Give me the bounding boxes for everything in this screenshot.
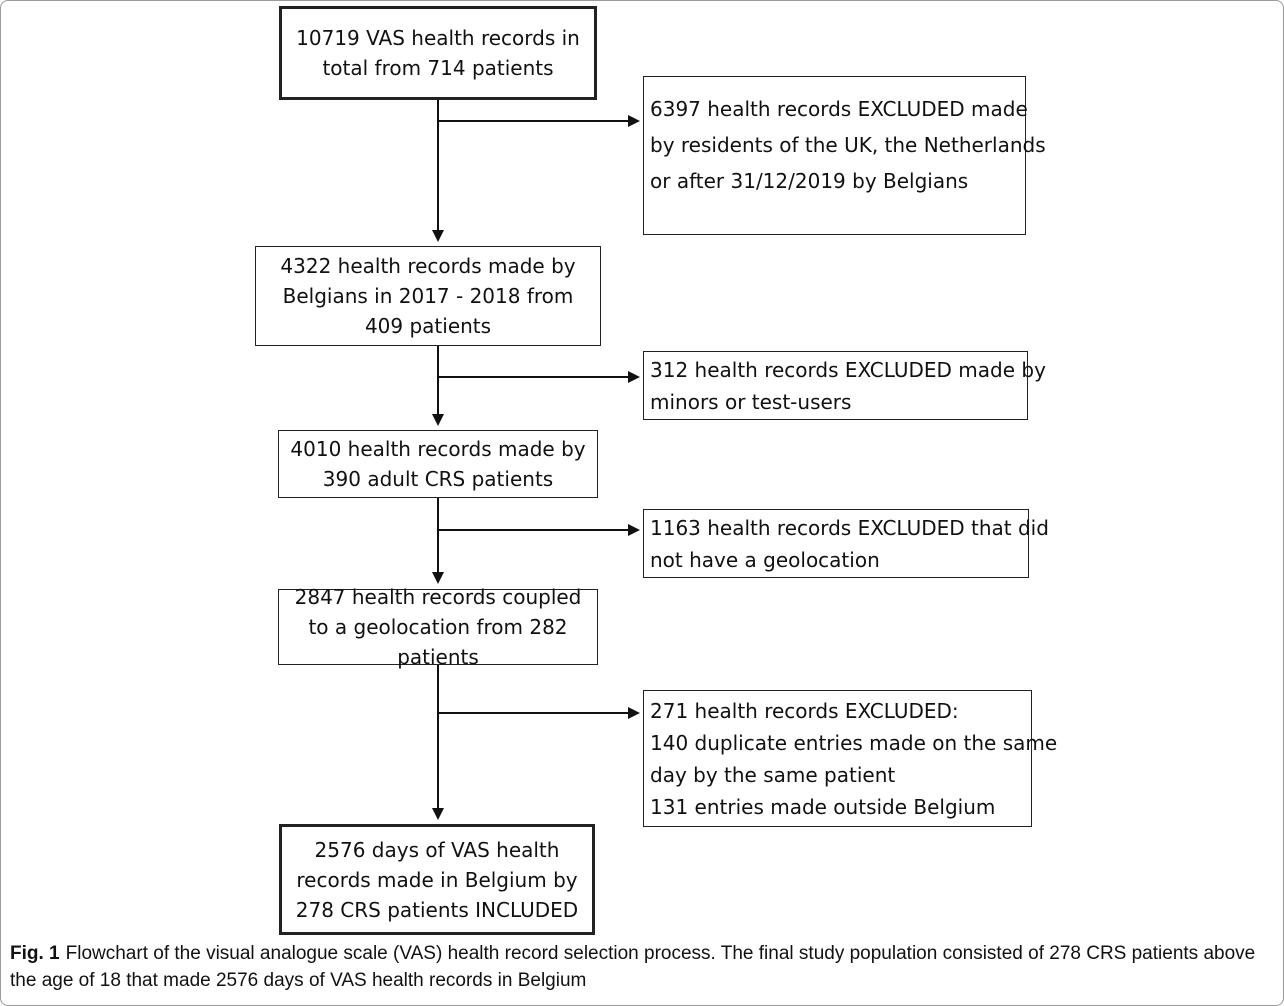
exclusion-line: day by the same patient <box>650 763 896 787</box>
exclusion-box-minors: 312 health records EXCLUDED made by mino… <box>643 351 1046 420</box>
exclusion-line: or after 31/12/2019 by Belgians <box>650 169 969 193</box>
caption-label: Fig. 1 <box>10 943 60 964</box>
exclusion-box-residence: 6397 health records EXCLUDED made by res… <box>643 76 1046 235</box>
caption-text: Flowchart of the visual analogue scale (… <box>10 943 1256 991</box>
flow-box-belgians-text: 4322 health records made by Belgians in … <box>280 254 576 338</box>
exclusion-line: minors or test-users <box>650 390 852 414</box>
flow-box-included: 2576 days of VAS health records made in … <box>279 824 595 935</box>
figure-caption: Fig. 1 Flowchart of the visual analogue s… <box>10 940 1272 994</box>
flow-box-adults: 4010 health records made by 390 adult CR… <box>278 430 598 498</box>
exclusion-line: by residents of the UK, the Netherlands <box>650 133 1046 157</box>
exclusion-line: not have a geolocation <box>650 548 880 572</box>
flow-box-belgians: 4322 health records made by Belgians in … <box>255 246 601 346</box>
flow-box-total-text: 10719 VAS health records in total from 7… <box>296 26 580 80</box>
exclusion-line: 140 duplicate entries made on the same <box>650 731 1058 755</box>
flow-box-adults-text: 4010 health records made by 390 adult CR… <box>290 437 586 491</box>
exclusion-box-duplicates: 271 health records EXCLUDED: 140 duplica… <box>643 690 1058 827</box>
exclusion-box-geolocation: 1163 health records EXCLUDED that did no… <box>643 509 1049 578</box>
exclusion-line: 6397 health records EXCLUDED made <box>650 97 1028 121</box>
exclusion-line: 271 health records EXCLUDED: <box>650 699 959 723</box>
exclusion-line: 1163 health records EXCLUDED that did <box>650 516 1049 540</box>
flow-box-included-text: 2576 days of VAS health records made in … <box>295 837 579 922</box>
exclusion-line: 312 health records EXCLUDED made by <box>650 358 1046 382</box>
flow-box-total: 10719 VAS health records in total from 7… <box>279 6 597 100</box>
flow-box-geolocation: 2847 health records coupled to a geoloca… <box>278 585 598 669</box>
exclusion-line: 131 entries made outside Belgium <box>650 795 996 819</box>
flow-box-geolocation-text: 2847 health records coupled to a geoloca… <box>294 585 582 669</box>
